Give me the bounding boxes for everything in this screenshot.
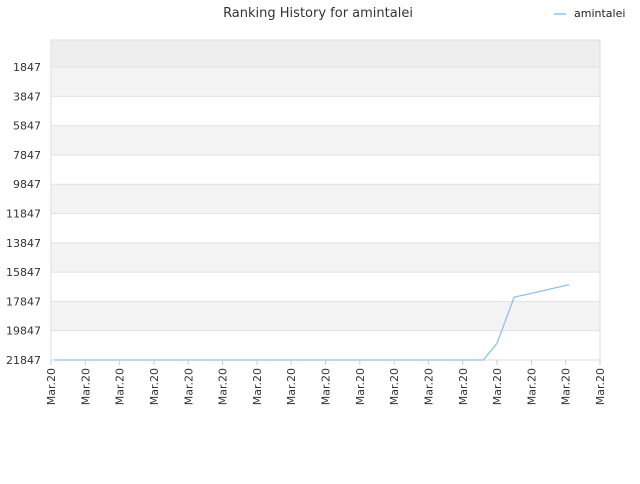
background-band (51, 96, 600, 126)
x-tick-label: Mar.20 (285, 368, 298, 405)
x-tick-label: Mar.20 (148, 368, 161, 405)
series-line-amintalei (54, 283, 570, 361)
x-tick-label: Mar.20 (525, 368, 538, 405)
x-tick-label: Mar.20 (594, 368, 607, 405)
background-band (51, 272, 600, 302)
y-tick-label: 3847 (13, 90, 41, 103)
y-tick-label: 7847 (13, 149, 41, 162)
background-band (51, 242, 600, 273)
y-tick-label: 9847 (13, 178, 41, 191)
background-band (51, 184, 600, 214)
series-layer (54, 283, 570, 361)
x-tick-label: Mar.20 (79, 368, 92, 405)
x-tick-label: Mar.20 (320, 368, 333, 405)
x-tick-label: Mar.20 (560, 368, 573, 405)
x-tick-label: Mar.20 (457, 368, 470, 405)
y-axis-ticks: 1847 3847 5847 7847 9847 11847 13847 15847 17847… (6, 61, 41, 367)
background-band (51, 40, 600, 68)
y-tick-label: 17847 (6, 295, 41, 308)
y-tick-label: 11847 (6, 208, 41, 221)
chart-title: Ranking History for amintalei (223, 6, 413, 21)
x-tick-label: Mar.20 (251, 368, 264, 405)
x-axis-ticks: Mar.20 Mar.20 Mar.20 Mar.20 Mar.20 Mar.20 Mar.… (45, 360, 607, 405)
x-tick-label: Mar.20 (422, 368, 435, 405)
y-tick-label: 13847 (6, 237, 41, 250)
background-band (51, 213, 600, 243)
y-tick-label: 1847 (13, 61, 41, 74)
y-tick-label: 15847 (6, 266, 41, 279)
x-tick-label: Mar.20 (182, 368, 195, 405)
background-band (51, 301, 600, 331)
y-tick-label: 5847 (13, 120, 41, 133)
background-band (51, 125, 600, 155)
x-tick-label: Mar.20 (114, 368, 127, 405)
legend: amintalei (554, 7, 625, 20)
background-bands (51, 40, 600, 360)
x-tick-label: Mar.20 (388, 368, 401, 405)
x-tick-label: Mar.20 (491, 368, 504, 405)
background-band (51, 154, 600, 185)
y-tick-label: 21847 (6, 354, 41, 367)
background-band (51, 67, 600, 97)
x-tick-label: Mar.20 (217, 368, 230, 405)
y-tick-label: 19847 (6, 325, 41, 338)
x-tick-label: Mar.20 (354, 368, 367, 405)
legend-label-amintalei: amintalei (574, 7, 625, 20)
x-tick-label: Mar.20 (45, 368, 58, 405)
background-band (51, 330, 600, 360)
